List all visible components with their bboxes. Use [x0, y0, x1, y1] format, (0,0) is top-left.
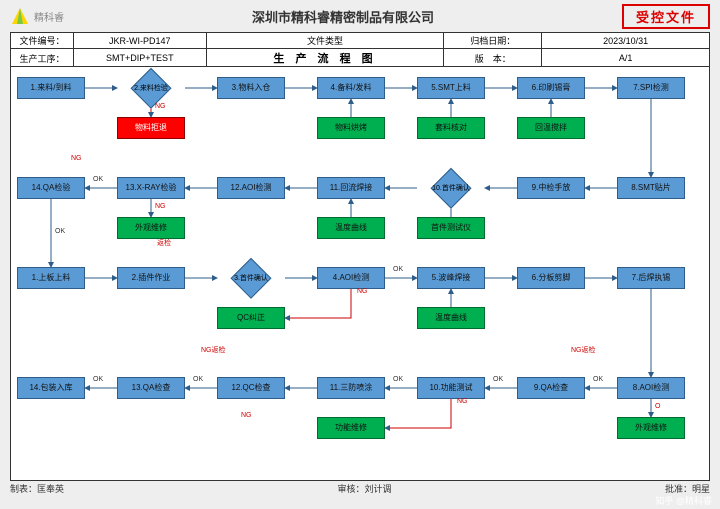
doc-no-label: 文件编号：: [11, 33, 74, 49]
node-r7c3: 12.QC检查: [217, 377, 285, 399]
node-r2c5: 套料核对: [417, 117, 485, 139]
node-r5c7: 7.后焊执锡: [617, 267, 685, 289]
node-r5c3: 3.首件确认: [217, 267, 285, 289]
node-r7c5: 10.功能测试: [417, 377, 485, 399]
page-title: 深圳市精科睿精密制品有限公司: [64, 7, 622, 26]
node-r7c7: 8.AOI检测: [617, 377, 685, 399]
watermark: 知乎 @精科睿: [655, 494, 712, 507]
section-title: 生 产 流 程 图: [206, 49, 444, 68]
process: SMT+DIP+TEST: [73, 49, 206, 68]
node-r3c4: 11.回流焊接: [317, 177, 385, 199]
node-r7c1: 14.包装入库: [17, 377, 85, 399]
node-r2c4: 物料烘烤: [317, 117, 385, 139]
controlled-stamp: 受控文件: [622, 4, 710, 29]
node-r1c1: 1.来料/到料: [17, 77, 85, 99]
info-table: 文件编号： JKR-WI-PD147 文件类型 归档日期： 2023/10/31…: [10, 32, 710, 68]
archive-date: 2023/10/31: [542, 33, 710, 49]
node-r1c6: 6.印刷锡膏: [517, 77, 585, 99]
flow-canvas: 1.来料/到料 2.来料检验 3.物料入仓 4.备料/发料 5.SMT上料 6.印刷锡膏 7…: [10, 66, 710, 481]
header: 精科睿 深圳市精科睿精密制品有限公司 受控文件: [0, 0, 720, 32]
process-label: 生产工序：: [11, 49, 74, 68]
node-r5c6: 6.分板剪脚: [517, 267, 585, 289]
node-r5c1: 1.上板上料: [17, 267, 85, 289]
node-r4c2: 外观维修: [117, 217, 185, 239]
node-r3c6: 9.中检手放: [517, 177, 585, 199]
node-r6c5: 温度曲线: [417, 307, 485, 329]
made-by: 制表：匡奉英: [10, 482, 64, 495]
logo-icon: [10, 6, 30, 26]
node-r8c7: 外观维修: [617, 417, 685, 439]
node-r3c7: 8.SMT贴片: [617, 177, 685, 199]
footer: 制表：匡奉英 审核：刘计调 批准：明星: [10, 482, 710, 495]
page: 精科睿 深圳市精科睿精密制品有限公司 受控文件 文件编号： JKR-WI-PD1…: [0, 0, 720, 509]
company-short: 精科睿: [34, 9, 64, 24]
node-r3c5: 10.首件确认: [417, 177, 485, 199]
node-r5c4: 4.AOI检测: [317, 267, 385, 289]
node-r1c4: 4.备料/发料: [317, 77, 385, 99]
version-label: 版 本：: [444, 49, 542, 68]
node-r1c7: 7.SPI检测: [617, 77, 685, 99]
review: 审核：刘计调: [337, 482, 391, 495]
doc-type-label: 文件类型: [206, 33, 444, 49]
archive-date-label: 归档日期：: [444, 33, 542, 49]
node-r3c2: 13.X-RAY检验: [117, 177, 185, 199]
node-r1c2: 2.来料检验: [117, 77, 185, 99]
node-r5c2: 2.插件作业: [117, 267, 185, 289]
doc-no: JKR-WI-PD147: [73, 33, 206, 49]
node-r7c6: 9.QA检查: [517, 377, 585, 399]
node-r3c1: 14.QA检验: [17, 177, 85, 199]
version: A/1: [542, 49, 710, 68]
node-r4c5: 首件测试仪: [417, 217, 485, 239]
node-r7c4: 11.三防喷涂: [317, 377, 385, 399]
node-r1c3: 3.物料入仓: [217, 77, 285, 99]
node-r2c6: 回温搅拌: [517, 117, 585, 139]
node-r7c2: 13.QA检查: [117, 377, 185, 399]
node-r1c5: 5.SMT上料: [417, 77, 485, 99]
node-r8c4: 功能维修: [317, 417, 385, 439]
node-r5c5: 5.波峰焊接: [417, 267, 485, 289]
node-r3c3: 12.AOI检测: [217, 177, 285, 199]
node-r2c2: 物料拒退: [117, 117, 185, 139]
node-r4c4: 温度曲线: [317, 217, 385, 239]
node-r6c3: QC纠正: [217, 307, 285, 329]
